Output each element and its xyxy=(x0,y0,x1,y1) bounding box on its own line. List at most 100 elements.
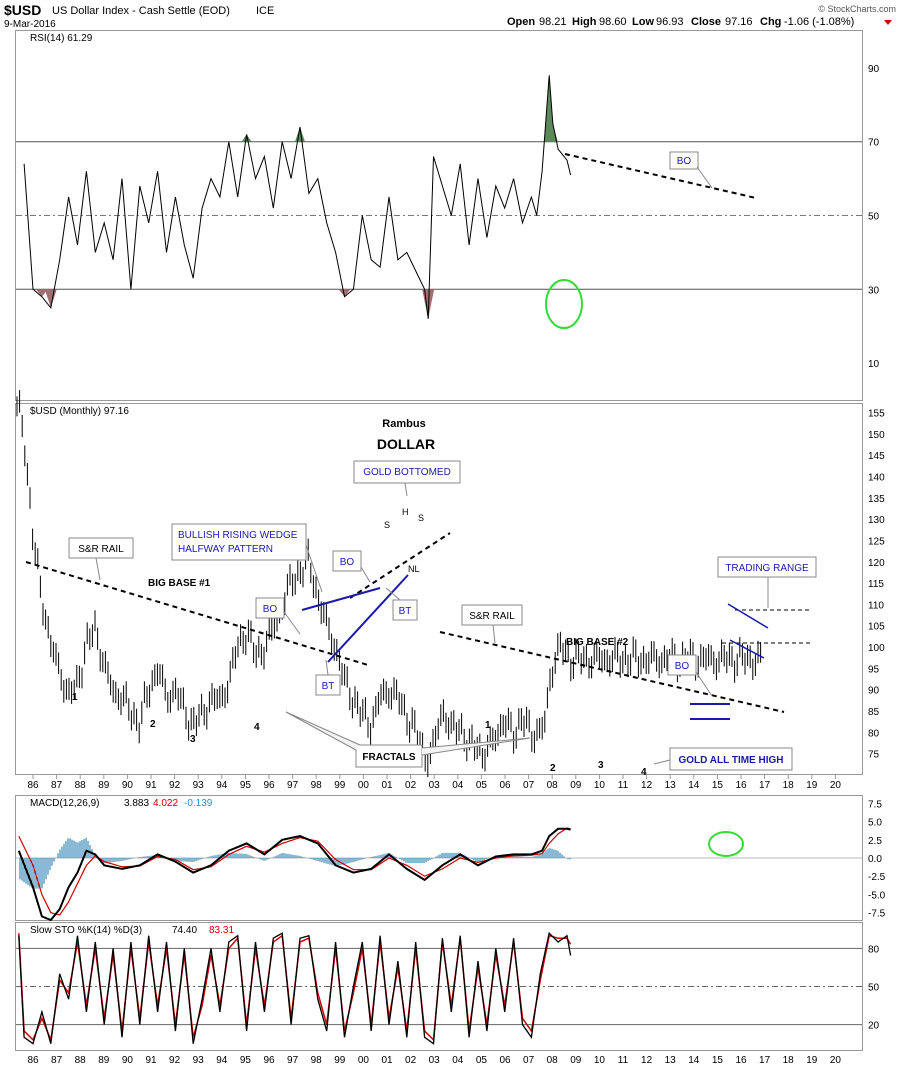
chart-header: $USD US Dollar Index - Cash Settle (EOD)… xyxy=(4,2,896,30)
sto-ytick-50: 50 xyxy=(868,983,880,994)
bo-3-box xyxy=(667,654,697,676)
price-ytick-155: 155 xyxy=(868,409,885,420)
rsi-layer: 90 70 50 30 10 xyxy=(16,64,880,370)
x-tick-sto-94: 94 xyxy=(216,1055,228,1066)
price-layer: 155 150 145 140 135 130 125 120 115 110 105 100 95 90… xyxy=(16,390,885,778)
sto-k-line xyxy=(18,931,572,1045)
header-high-label: High xyxy=(572,16,597,28)
base2-label-3: 3 xyxy=(598,760,604,771)
rsi-ytick-30: 30 xyxy=(868,285,880,296)
sto-ytick-20: 20 xyxy=(868,1021,880,1032)
header-name: US Dollar Index - Cash Settle (EOD) xyxy=(52,5,230,17)
bo-2-label: BO xyxy=(340,557,355,568)
x-tick-sto-04: 04 xyxy=(452,1055,464,1066)
price-ytick-145: 145 xyxy=(868,451,885,462)
sr-rail-2-label: S&R RAIL xyxy=(469,611,515,622)
x-tick-price-95: 95 xyxy=(240,780,252,791)
wedge-lower xyxy=(327,574,409,663)
macd-panel-frame xyxy=(15,795,863,921)
s-left-label: S xyxy=(384,520,390,530)
price-ytick-100: 100 xyxy=(868,643,885,654)
header-close-label: Close xyxy=(691,16,721,28)
bo-2-pointer xyxy=(360,566,371,583)
x-tick-sto-98: 98 xyxy=(311,1055,323,1066)
price-ytick-115: 115 xyxy=(868,579,884,590)
macd-signal-line xyxy=(18,827,571,916)
x-tick-price-07: 07 xyxy=(523,780,535,791)
x-tick-price-89: 89 xyxy=(98,780,110,791)
x-tick-sto-90: 90 xyxy=(122,1055,134,1066)
macd-ytick-5: 5.0 xyxy=(868,818,882,829)
bo-1-label: BO xyxy=(263,604,278,615)
price-ytick-80: 80 xyxy=(868,728,880,739)
header-open-label: Open xyxy=(507,16,535,28)
price-ytick-150: 150 xyxy=(868,430,885,441)
x-tick-price-10: 10 xyxy=(594,780,606,791)
header-low-label: Low xyxy=(632,16,654,28)
base2-label-1: 1 xyxy=(485,720,491,731)
x-tick-sto-99: 99 xyxy=(334,1055,346,1066)
rsi-panel-frame xyxy=(15,30,863,401)
macd-layer: 7.5 5.0 2.5 0.0 -2.5 -5.0 -7.5 xyxy=(16,799,886,922)
header-date: 9-Mar-2016 xyxy=(4,19,56,30)
price-legend: $USD (Monthly) 97.16 xyxy=(30,406,129,417)
range-line-a xyxy=(727,603,769,629)
x-tick-sto-93: 93 xyxy=(193,1055,205,1066)
x-tick-sto-88: 88 xyxy=(75,1055,87,1066)
big-base-1-label: BIG BASE #1 xyxy=(148,578,211,589)
price-annotations: GOLD BOTTOMED BULLISH RISING WEDGE HALFW… xyxy=(25,460,817,778)
x-tick-price-15: 15 xyxy=(712,780,724,791)
rsi-bo-box xyxy=(669,151,699,170)
rsi-overbought-fill-31 xyxy=(295,126,305,142)
x-tick-price-91: 91 xyxy=(145,780,157,791)
x-tick-price-16: 16 xyxy=(735,780,747,791)
bt-2-box xyxy=(392,599,418,621)
sto-panel-frame xyxy=(15,922,863,1051)
gold-bottomed-label: GOLD BOTTOMED xyxy=(363,467,451,478)
rsi-ytick-50: 50 xyxy=(868,212,880,223)
base1-label-3: 3 xyxy=(190,734,196,745)
x-tick-price-88: 88 xyxy=(75,780,87,791)
x-tick-sto-03: 03 xyxy=(429,1055,441,1066)
gold-bottomed-box xyxy=(353,460,461,484)
rsi-overbought-fill-25 xyxy=(241,134,252,142)
x-tick-sto-13: 13 xyxy=(665,1055,677,1066)
x-tick-sto-86: 86 xyxy=(27,1055,39,1066)
gold-ath-label: GOLD ALL TIME HIGH xyxy=(679,755,784,766)
fractals-label: FRACTALS xyxy=(362,752,415,763)
rsi-oversold-fill-3 xyxy=(44,289,57,308)
sr-rail-1-box xyxy=(68,537,134,559)
x-tick-sto-96: 96 xyxy=(263,1055,275,1066)
x-tick-sto-18: 18 xyxy=(783,1055,795,1066)
sr-rail-2-line xyxy=(439,631,785,713)
x-tick-price-12: 12 xyxy=(641,780,653,791)
macd-ytick--5: -5.0 xyxy=(868,890,886,901)
x-tick-price-11: 11 xyxy=(618,780,629,791)
gold-bottomed-pointer xyxy=(404,482,408,497)
x-tick-sto-92: 92 xyxy=(169,1055,181,1066)
x-tick-price-99: 99 xyxy=(334,780,346,791)
macd-line xyxy=(17,827,571,922)
rsi-oversold-fill-36 xyxy=(338,289,351,297)
x-tick-sto-95: 95 xyxy=(240,1055,252,1066)
sto-legend-main: Slow STO %K(14) %D(3) xyxy=(30,925,142,936)
bo-3-pointer xyxy=(695,671,713,697)
x-tick-sto-05: 05 xyxy=(476,1055,488,1066)
big-base-2-label: BIG BASE #2 xyxy=(566,637,629,648)
macd-legend: MACD(12,26,9) 3.883 4.022 -0.139 xyxy=(30,798,213,809)
chart-title: Rambus xyxy=(382,418,425,430)
x-tick-sto-02: 02 xyxy=(405,1055,417,1066)
header-symbol: $USD xyxy=(4,2,41,18)
sr-rail-2-box xyxy=(461,604,523,626)
nl-label: NL xyxy=(408,564,420,574)
sr-rail-1-pointer xyxy=(95,557,101,581)
x-tick-price-05: 05 xyxy=(476,780,488,791)
price-ytick-120: 120 xyxy=(868,558,885,569)
sr-rail-1-line xyxy=(25,561,369,666)
price-panel-frame xyxy=(15,403,863,775)
macd-ytick-7.5: 7.5 xyxy=(868,799,882,810)
header-chg-label: Chg xyxy=(760,16,781,28)
x-tick-price-97: 97 xyxy=(287,780,299,791)
s-right-label: S xyxy=(418,513,424,523)
down-arrow-icon xyxy=(884,20,892,25)
